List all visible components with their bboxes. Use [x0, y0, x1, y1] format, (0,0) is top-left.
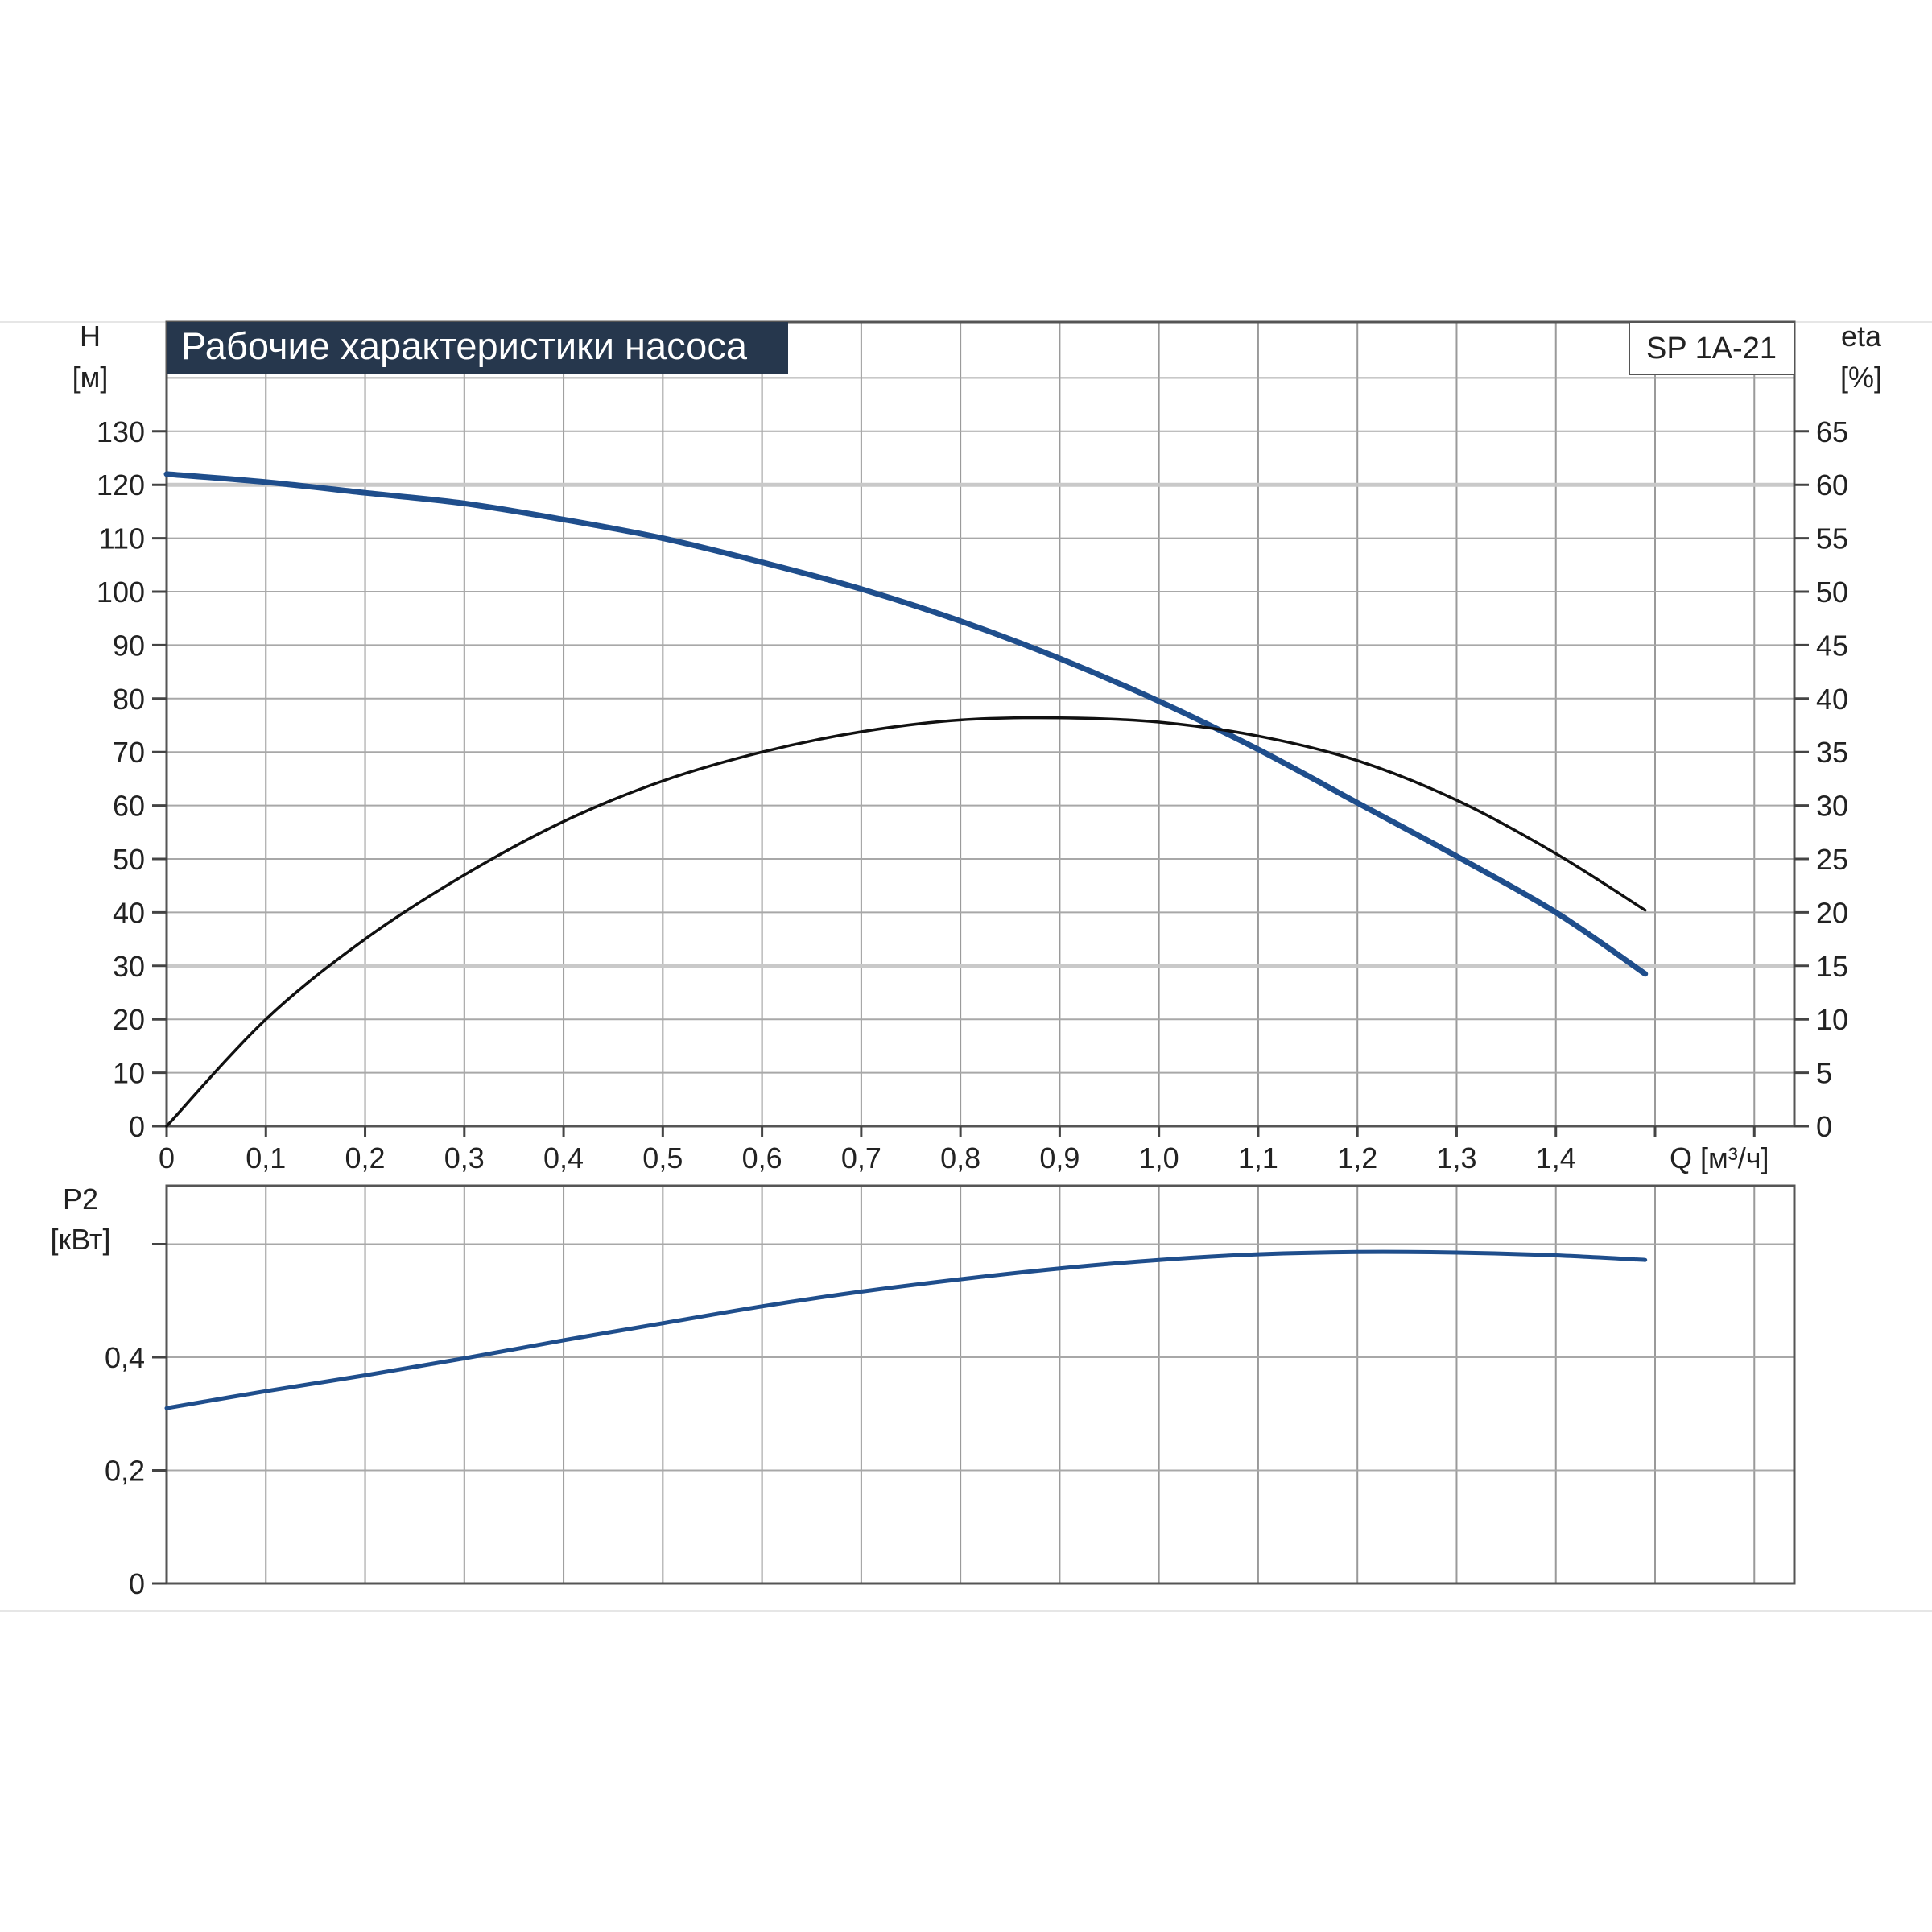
efficiency-tick-label: 10 [1816, 1003, 1848, 1036]
efficiency-curve [165, 716, 1647, 1128]
power-axis-label: P2 [63, 1183, 98, 1216]
head-curve [163, 471, 1649, 977]
flow-tick-label: 0,3 [444, 1141, 485, 1174]
upper-plot-frame [165, 320, 1796, 1128]
head-tick-label: 30 [113, 950, 145, 983]
flow-tick-label: 0,8 [940, 1141, 980, 1174]
head-tick-label: 100 [97, 576, 145, 609]
head-axis-unit: [м] [72, 361, 109, 394]
flow-tick-label: 1,0 [1139, 1141, 1179, 1174]
flow-tick-label: 0,4 [543, 1141, 584, 1174]
efficiency-tick-label: 30 [1816, 790, 1848, 823]
pump-model-label: SP 1A-21 [1646, 332, 1777, 365]
efficiency-tick-label: 50 [1816, 576, 1848, 609]
power-axis-unit: [кВт] [50, 1223, 110, 1256]
upper-series [163, 471, 1649, 1128]
flow-tick-label: 0,7 [841, 1141, 881, 1174]
head-axis-label: H [80, 320, 101, 353]
head-tick-label: 70 [113, 736, 145, 769]
head-tick-label: 130 [97, 415, 145, 448]
efficiency-tick-label: 45 [1816, 629, 1848, 662]
lower-plot-frame [165, 1184, 1796, 1585]
efficiency-tick-label: 5 [1816, 1057, 1832, 1090]
title-background [167, 322, 788, 374]
head-tick-label: 40 [113, 896, 145, 929]
chart-title-box: Рабочие характеристики насоса [167, 322, 788, 374]
lower-series [164, 1249, 1648, 1410]
flow-tick-label: 0,2 [345, 1141, 386, 1174]
head-tick-label: 80 [113, 683, 145, 716]
chart-title: Рабочие характеристики насоса [181, 324, 748, 367]
efficiency-tick-label: 65 [1816, 415, 1848, 448]
flow-tick-label: 1,2 [1337, 1141, 1377, 1174]
head-tick-label: 0 [129, 1110, 145, 1143]
efficiency-tick-label: 60 [1816, 469, 1848, 502]
head-tick-label: 90 [113, 629, 145, 662]
efficiency-tick-label: 25 [1816, 843, 1848, 876]
flow-tick-label: 0,6 [742, 1141, 782, 1174]
head-tick-label: 10 [113, 1057, 145, 1090]
flow-axis-label: Q [м³/ч] [1670, 1141, 1769, 1174]
head-tick-label: 120 [97, 469, 145, 502]
head-tick-label: 50 [113, 843, 145, 876]
lower-grid [167, 1186, 1794, 1583]
flow-tick-label: 1,3 [1436, 1141, 1476, 1174]
flow-tick-label: 0,9 [1039, 1141, 1080, 1174]
head-tick-label: 110 [99, 522, 145, 555]
efficiency-tick-label: 0 [1816, 1110, 1832, 1143]
upper-axis-ticks: 0 10 20 30 40 50 60 70 80 90 100 110 120 130 0 5 10 15 20 2… [97, 415, 1848, 1174]
power-tick-label: 0,4 [105, 1341, 145, 1374]
flow-tick-label: 1,4 [1536, 1141, 1576, 1174]
head-tick-label: 60 [113, 790, 145, 823]
model-box: SP 1A-21 [1629, 321, 1795, 375]
efficiency-tick-label: 55 [1816, 522, 1848, 555]
flow-tick-label: 0 [159, 1141, 175, 1174]
efficiency-tick-label: 20 [1816, 896, 1848, 929]
efficiency-axis-label: eta [1841, 320, 1882, 353]
efficiency-tick-label: 40 [1816, 683, 1848, 716]
power-tick-label: 0 [129, 1567, 145, 1600]
efficiency-axis-unit: [%] [1840, 361, 1882, 394]
model-background [1629, 321, 1795, 375]
efficiency-tick-label: 35 [1816, 736, 1848, 769]
head-tick-label: 20 [113, 1003, 145, 1036]
flow-tick-label: 0,5 [642, 1141, 683, 1174]
flow-tick-label: 0,1 [246, 1141, 286, 1174]
upper-grid [167, 322, 1794, 1126]
power-curve [164, 1249, 1648, 1410]
flow-tick-label: 1,1 [1238, 1141, 1278, 1174]
lower-axis-ticks: 0 0,2 0,4 [105, 1243, 167, 1600]
power-tick-label: 0,2 [105, 1455, 145, 1488]
efficiency-tick-label: 15 [1816, 950, 1848, 983]
